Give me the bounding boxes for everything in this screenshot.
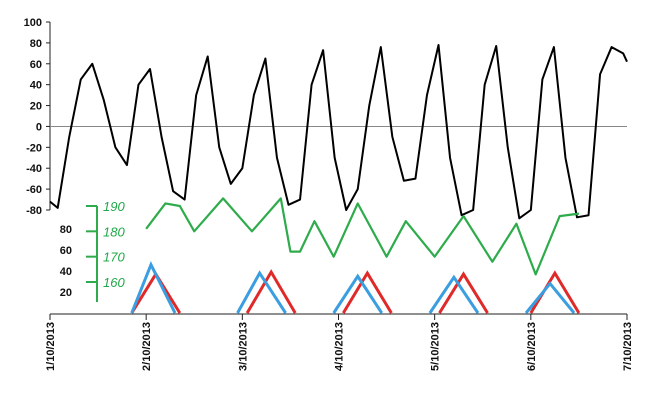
upper-y-tick-label: -60 (26, 184, 42, 196)
lower-y-tick-label: 60 (60, 245, 72, 257)
green-y-tick-label: 180 (103, 224, 125, 239)
lower-peak (332, 273, 384, 314)
lower-y-tick-label: 20 (60, 287, 72, 299)
x-tick-label: 1/10/2013 (45, 322, 57, 371)
green-y-tick-label: 190 (103, 199, 125, 214)
lower-peak (130, 261, 177, 314)
lower-peak (428, 274, 480, 314)
x-tick-label: 4/10/2013 (334, 322, 346, 371)
upper-y-tick-label: 20 (30, 101, 42, 113)
lower-peak (438, 271, 489, 314)
lower-y-tick-label: 40 (60, 266, 72, 278)
x-tick-label: 6/10/2013 (526, 322, 538, 371)
lower-peak (529, 270, 581, 314)
upper-y-tick-label: 0 (36, 121, 42, 133)
upper-y-tick-label: 80 (30, 38, 42, 50)
upper-y-tick-label: 40 (30, 80, 42, 92)
upper-y-tick-label: -40 (26, 163, 42, 175)
axes (46, 21, 628, 320)
green-y-tick-label: 160 (103, 275, 125, 290)
labels-layer: 100 80 60 40 20 0 -20 -40 -60 -80 190 180 170 160 80 60… (24, 17, 634, 371)
upper-y-tick-label: 60 (30, 59, 42, 71)
x-tick-label: 5/10/2013 (430, 322, 442, 371)
lower-y-tick-label: 80 (60, 224, 72, 236)
lower-peak (342, 270, 393, 314)
x-tick-label: 7/10/2013 (622, 322, 634, 371)
lower-peak (236, 270, 287, 314)
upper-y-tick-label: 100 (24, 17, 42, 29)
upper-y-tick-label: -20 (26, 142, 42, 154)
x-tick-label: 3/10/2013 (237, 322, 249, 371)
lower-peak (245, 269, 297, 314)
green-series-line (145, 197, 580, 276)
upper-y-tick-label: -80 (26, 205, 42, 217)
green-y-tick-label: 170 (103, 250, 125, 265)
x-tick-label: 2/10/2013 (141, 322, 153, 371)
upper-series-line (49, 43, 628, 220)
lower-peak (524, 281, 576, 314)
series-layer (49, 43, 628, 314)
